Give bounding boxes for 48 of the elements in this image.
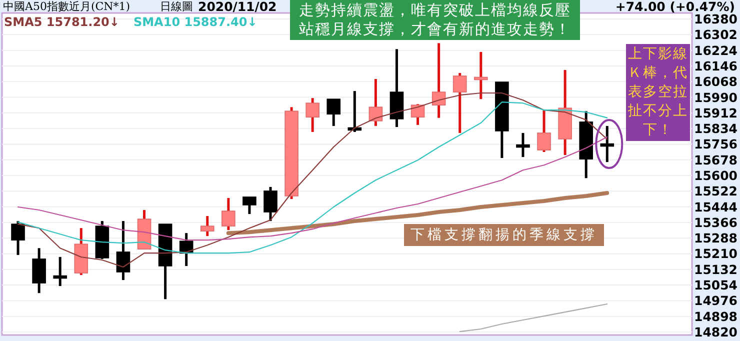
candlestick [410,102,425,126]
annotation: +74.00 (+0.47%) [615,0,735,14]
candlestick [600,124,614,164]
y-tick-label: 15210 [694,246,738,262]
candlestick [432,42,446,120]
text: 上下影線Ｋ棒，代表多空拉扯不分上下！ [626,44,690,141]
y-tick-label: 15990 [694,90,738,105]
y-tick-label: 15054 [694,278,738,293]
candlestick [53,256,67,288]
y-tick-label: 15678 [694,152,738,168]
line-series [459,303,608,332]
text: SMA10 15887.40↓ [133,15,258,29]
candlestick [452,72,467,134]
y-tick-label: 15522 [694,184,738,199]
y-tick-label: 15834 [694,121,738,136]
chart-title: 中國A50指數近月(CN*1) [3,0,130,13]
y-tick-label: 15912 [694,105,738,120]
y-tick-label: 14820 [694,324,738,340]
annotation: 走勢持續震盪，唯有突破上檔均線反壓站穩月線支撐，才會有新的進攻走勢！ [290,0,580,40]
candlestick [264,186,278,222]
candlestick [326,98,341,128]
candlestick [368,78,383,128]
y-tick-label: 16380 [694,12,738,27]
candlestick [11,220,25,256]
y-tick-label: 16146 [694,58,738,74]
candlestick [116,220,130,282]
y-tick-label: 15756 [694,136,738,152]
y-tick-label: 14898 [694,308,738,324]
candlestick [537,108,551,154]
annotation: 下檔支撐翻揚的季線支撐 [404,224,604,246]
text: SMA5 15781.20↓ [4,15,120,29]
y-tick-label: 16224 [694,42,738,58]
candlestick [200,214,214,238]
y-tick-label: 15600 [694,168,738,184]
candlestick [222,196,236,232]
y-tick-label: 15366 [694,214,738,230]
y-tick-label: 15132 [694,262,738,277]
candlestick [242,196,256,216]
candlestick [306,96,320,134]
y-tick-label: 16068 [694,74,738,90]
y-tick-label: 15444 [694,199,738,214]
candlestick [516,132,530,158]
annotation: 2020/11/02 [198,0,277,14]
y-tick-label: 14976 [694,293,738,308]
y-tick-label: 15288 [694,230,738,246]
chart-subtitle: 日線圖 [160,0,193,13]
candlestick [474,50,488,100]
y-tick-label: 16302 [694,27,738,42]
